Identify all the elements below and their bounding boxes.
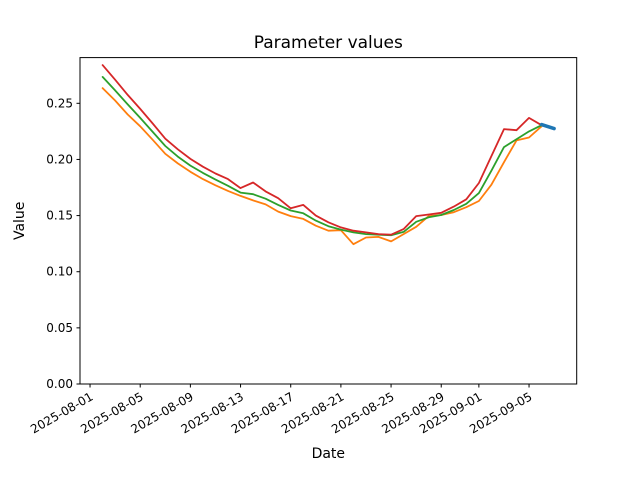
- chart-title: Parameter values: [254, 33, 403, 53]
- line-series-green: [101, 76, 543, 237]
- y-tick-label: 0.20: [46, 152, 73, 166]
- line-series-blue: [539, 122, 556, 131]
- y-axis-ticks: 0.00 0.05 0.10 0.15 0.20 0.25: [46, 96, 80, 391]
- y-tick-label: 0.00: [46, 377, 73, 391]
- x-axis-label: Date: [312, 446, 345, 462]
- y-tick-label: 0.10: [46, 265, 73, 279]
- line-series-orange: [101, 87, 543, 246]
- y-tick-label: 0.05: [46, 321, 73, 335]
- line-series-red: [101, 64, 543, 236]
- y-tick-label: 0.25: [46, 96, 73, 110]
- y-tick-label: 0.15: [46, 209, 73, 223]
- plot-frame: [79, 57, 578, 385]
- plot-lines: [101, 64, 556, 246]
- y-axis-label: Value: [12, 202, 28, 240]
- x-axis-ticks: 2025-08-012025-08-052025-08-092025-08-13…: [28, 384, 535, 436]
